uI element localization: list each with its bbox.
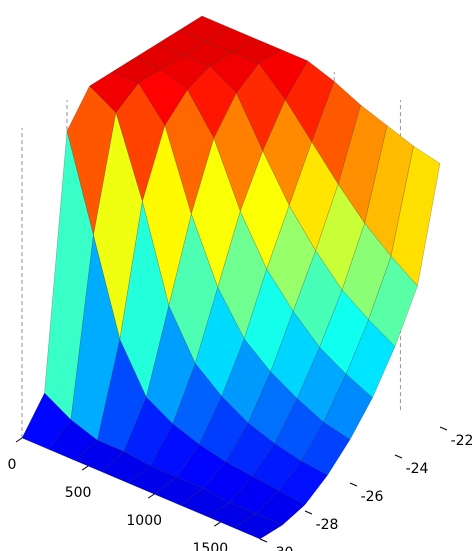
x-tick-label: 500 bbox=[65, 485, 92, 501]
x-tick bbox=[147, 493, 155, 499]
y-tick bbox=[259, 538, 268, 543]
surface-cell bbox=[233, 513, 283, 540]
y-tick-label: -24 bbox=[406, 461, 429, 477]
y-tick-label: -28 bbox=[316, 517, 339, 533]
x-tick-label: 1000 bbox=[126, 513, 162, 529]
x-tick bbox=[15, 437, 23, 443]
y-tick bbox=[439, 426, 448, 431]
y-tick-label: -26 bbox=[361, 489, 384, 505]
y-tick bbox=[394, 454, 403, 459]
x-tick bbox=[81, 465, 89, 471]
x-tick-label: 0 bbox=[8, 457, 17, 473]
x-tick-label: 1500 bbox=[193, 541, 229, 551]
y-tick bbox=[304, 510, 313, 515]
y-tick-label: -22 bbox=[451, 433, 474, 449]
x-tick bbox=[214, 521, 221, 527]
y-tick-label: -30 bbox=[271, 545, 294, 551]
y-tick bbox=[349, 482, 358, 487]
